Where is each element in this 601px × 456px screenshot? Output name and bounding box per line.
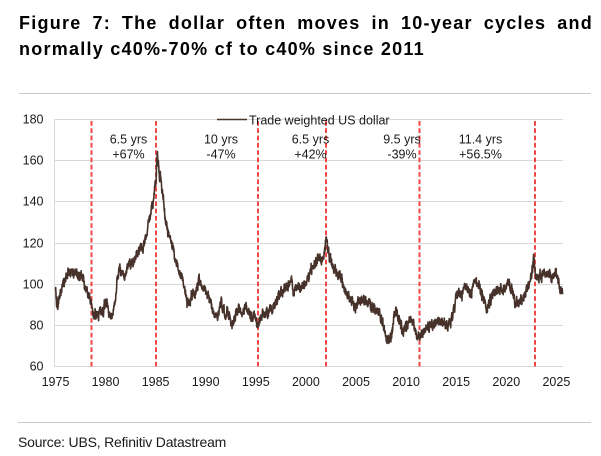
svg-text:+67%: +67% <box>112 148 144 162</box>
svg-text:+56.5%: +56.5% <box>459 148 502 162</box>
svg-text:1985: 1985 <box>142 375 170 389</box>
svg-text:1975: 1975 <box>42 375 70 389</box>
svg-text:120: 120 <box>23 237 44 251</box>
svg-text:180: 180 <box>23 113 44 127</box>
svg-text:160: 160 <box>23 154 44 168</box>
svg-text:1990: 1990 <box>192 375 220 389</box>
svg-text:1995: 1995 <box>242 375 270 389</box>
svg-text:2015: 2015 <box>442 375 470 389</box>
svg-text:2010: 2010 <box>392 375 420 389</box>
svg-text:140: 140 <box>23 195 44 209</box>
svg-text:60: 60 <box>30 360 44 374</box>
svg-text:2020: 2020 <box>492 375 520 389</box>
svg-text:+42%: +42% <box>294 148 326 162</box>
svg-text:2005: 2005 <box>342 375 370 389</box>
svg-text:1980: 1980 <box>92 375 120 389</box>
svg-text:6.5 yrs: 6.5 yrs <box>110 133 148 147</box>
svg-text:6.5 yrs: 6.5 yrs <box>292 133 330 147</box>
svg-text:2000: 2000 <box>292 375 320 389</box>
svg-text:80: 80 <box>30 319 44 333</box>
svg-text:10 yrs: 10 yrs <box>204 133 238 147</box>
svg-text:-39%: -39% <box>387 148 416 162</box>
svg-text:2025: 2025 <box>542 375 570 389</box>
svg-text:9.5 yrs: 9.5 yrs <box>383 133 421 147</box>
svg-text:11.4 yrs: 11.4 yrs <box>459 133 503 147</box>
svg-text:100: 100 <box>23 278 44 292</box>
svg-text:-47%: -47% <box>206 148 235 162</box>
svg-text:Trade weighted US dollar: Trade weighted US dollar <box>249 114 390 128</box>
